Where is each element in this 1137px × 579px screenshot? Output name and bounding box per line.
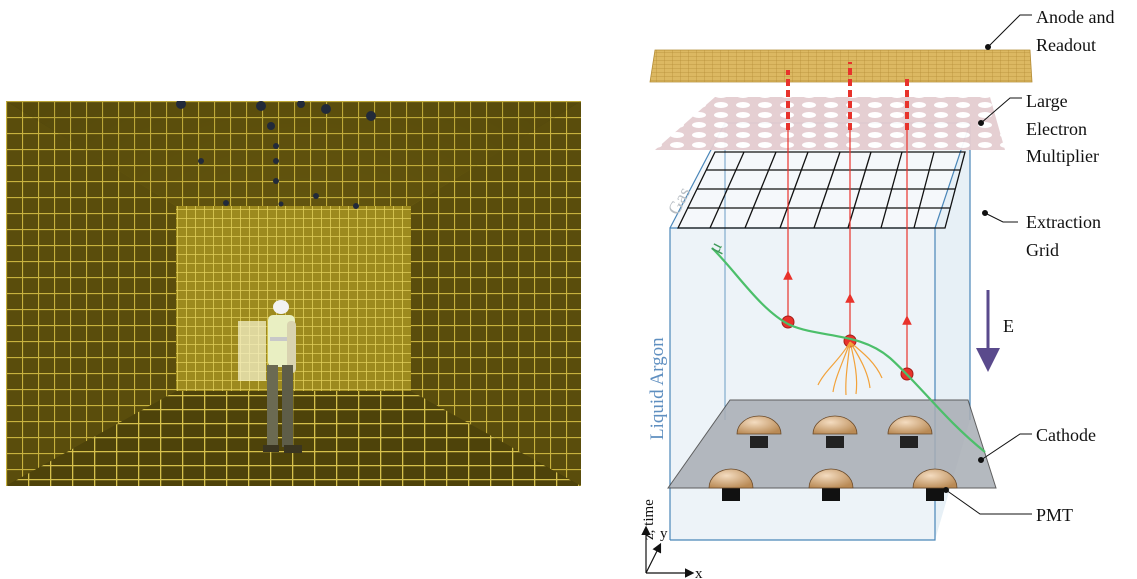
axis-x-label: x — [695, 566, 703, 579]
pmt-back-3 — [887, 415, 933, 448]
extraction-grid — [676, 151, 966, 229]
lem-label-line3: Multiplier — [1026, 146, 1099, 166]
coordinate-axes — [641, 525, 695, 578]
pmt-front-2 — [808, 468, 854, 501]
detector-photo — [6, 101, 581, 486]
cathode-label: Cathode — [1036, 425, 1096, 445]
anode-label-line1: Anode and — [1036, 7, 1114, 27]
pmt-label: PMT — [1036, 505, 1073, 525]
field-label: E — [1003, 316, 1014, 336]
pmt-back-1 — [736, 415, 782, 448]
lem-label-line2: Electron — [1026, 119, 1087, 139]
pmt-front-1 — [708, 468, 754, 501]
grid-label-line1: Extraction — [1026, 212, 1101, 232]
pmt-array — [708, 415, 958, 501]
detector-schematic: E Gas μ Liquid Argon Anode and Readout L… — [641, 7, 1114, 579]
axis-z-label: z, time — [641, 499, 657, 540]
axis-y-label: y — [660, 526, 668, 542]
pmt-front-3 — [912, 468, 958, 501]
lem-label-line1: Large — [1026, 91, 1068, 111]
muon-track — [711, 247, 986, 453]
lem-plane — [655, 97, 1005, 150]
ceiling-grid — [6, 101, 581, 206]
right-wall-grid — [411, 101, 581, 486]
left-wall-grid — [6, 101, 176, 486]
floor-grid — [6, 391, 581, 486]
grid-label-line2: Grid — [1026, 240, 1059, 260]
ceiling-pmts — [176, 101, 376, 209]
leader-lines — [943, 14, 1032, 515]
pmt-back-2 — [812, 415, 858, 448]
person-figure — [263, 300, 302, 453]
anode-plane — [649, 49, 1033, 83]
delta-rays — [817, 341, 883, 396]
anode-label-line2: Readout — [1036, 35, 1096, 55]
liquid-argon-label: Liquid Argon — [647, 337, 668, 440]
